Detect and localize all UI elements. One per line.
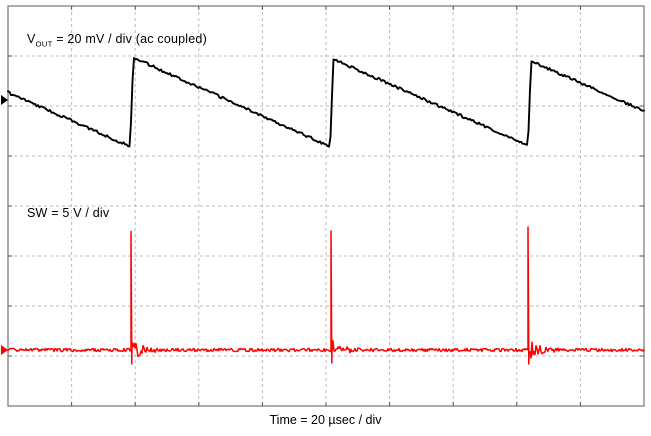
sw-waveform xyxy=(7,226,645,365)
vout-waveform xyxy=(7,57,645,148)
time-axis-label: Time = 20 µsec / div xyxy=(269,413,382,427)
vout-ref-marker xyxy=(1,95,8,105)
vout-label-scale: = 20 mV / div (ac coupled) xyxy=(52,32,207,46)
sw-trace-label: SW = 5 V / div xyxy=(27,206,110,220)
graticule-grid xyxy=(8,6,644,406)
vout-trace-label: VOUT = 20 mV / div (ac coupled) xyxy=(27,32,207,49)
vout-label-subscript: OUT xyxy=(35,39,53,49)
sw-ref-marker xyxy=(1,345,8,355)
vout-label-symbol: V xyxy=(27,32,36,46)
graticule-ticks xyxy=(8,6,644,406)
